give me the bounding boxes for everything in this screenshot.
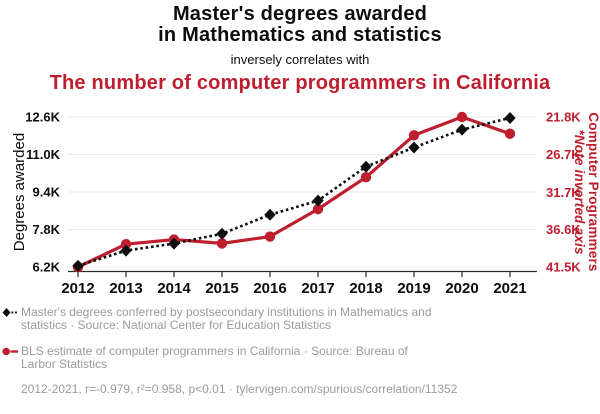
legend-item-programmers: BLS estimate of computer programmers in … (2, 345, 408, 371)
chart-header: Master's degrees awarded in Mathematics … (0, 3, 600, 95)
x-axis-label: 2019 (397, 280, 430, 297)
degrees-point-2021 (504, 111, 516, 124)
legend-text-programmers: BLS estimate of computer programmers in … (21, 345, 408, 371)
legend-item-degrees: Master's degrees conferred by postsecond… (2, 306, 432, 332)
degrees-point-2020 (456, 123, 468, 136)
programmers-point-2013 (120, 238, 132, 250)
stats-footer: 2012-2021, r=-0.979, r²=0.958, p<0.01 · … (21, 382, 458, 396)
x-axis-label: 2017 (301, 280, 334, 297)
legend-text-degrees: Master's degrees conferred by postsecond… (21, 306, 432, 332)
left-axis-tick-label: 12.6K (25, 110, 60, 125)
primary-title-line1: Master's degrees awarded (172, 3, 428, 25)
degrees-point-2012 (72, 259, 84, 272)
secondary-title: The number of computer programmers in Ca… (49, 72, 551, 94)
x-axis-label: 2012 (61, 280, 94, 297)
right-axis-tick-label: 41.5K (546, 260, 581, 275)
x-axis-label: 2020 (445, 280, 478, 297)
programmers-line (77, 115, 511, 269)
programmers-point-2019 (408, 130, 420, 141)
chart-canvas: 12.6K 11.0K 9.4K 7.8K 6.2K 21.8K 26.7K 31.7K 36.… (25, 110, 581, 298)
programmers-point-2020 (456, 111, 468, 123)
right-axis-tick-label: 31.7K (546, 185, 581, 200)
x-axis-label: 2021 (493, 280, 526, 297)
programmers-point-2016 (264, 231, 276, 242)
degrees-point-2013 (120, 244, 132, 257)
degrees-point-2018 (360, 160, 372, 173)
x-axis-label: 2013 (109, 280, 142, 297)
programmers-point-2021 (504, 128, 516, 139)
x-axis-label: 2014 (157, 280, 191, 297)
legend-text-programmers-line1: BLS estimate of computer programmers in … (21, 344, 408, 358)
x-axis-label: 2015 (205, 280, 238, 297)
legend-text-degrees-line1: Master's degrees conferred by postsecond… (21, 305, 432, 319)
left-axis-tick-label: 6.2K (33, 260, 61, 275)
right-axis-tick-label: 21.8K (546, 110, 581, 125)
left-axis-tick-label: 11.0K (26, 147, 61, 162)
programmers-point-2018 (360, 171, 372, 183)
degrees-point-2014 (168, 237, 180, 250)
x-axis-label: 2016 (253, 280, 286, 297)
programmers-point-2015 (216, 238, 228, 249)
right-axis-tick-label: 36.6K (546, 222, 581, 237)
degrees-point-2017 (312, 194, 324, 207)
subtitle: inversely correlates with (230, 52, 370, 67)
legend-text-programmers-line2: Larbor Statistics (21, 357, 108, 371)
legend-text-degrees-line2: statistics · Source: National Center for… (21, 318, 332, 332)
left-axis-tick-label: 9.4K (33, 185, 61, 200)
degrees-point-2015 (216, 227, 228, 240)
degrees-point-2016 (264, 208, 276, 221)
left-axis-tick-label: 7.8K (33, 222, 61, 237)
x-axis-label: 2018 (349, 280, 382, 297)
primary-title-line2: in Mathematics and statistics (158, 24, 442, 46)
programmers-point-2017 (312, 203, 324, 215)
degrees-line (77, 116, 511, 268)
right-axis-tick-label: 26.7K (546, 147, 581, 162)
degrees-point-2019 (408, 141, 420, 154)
programmers-series-marker-icon (2, 347, 18, 356)
degrees-series-marker-icon (2, 308, 18, 317)
